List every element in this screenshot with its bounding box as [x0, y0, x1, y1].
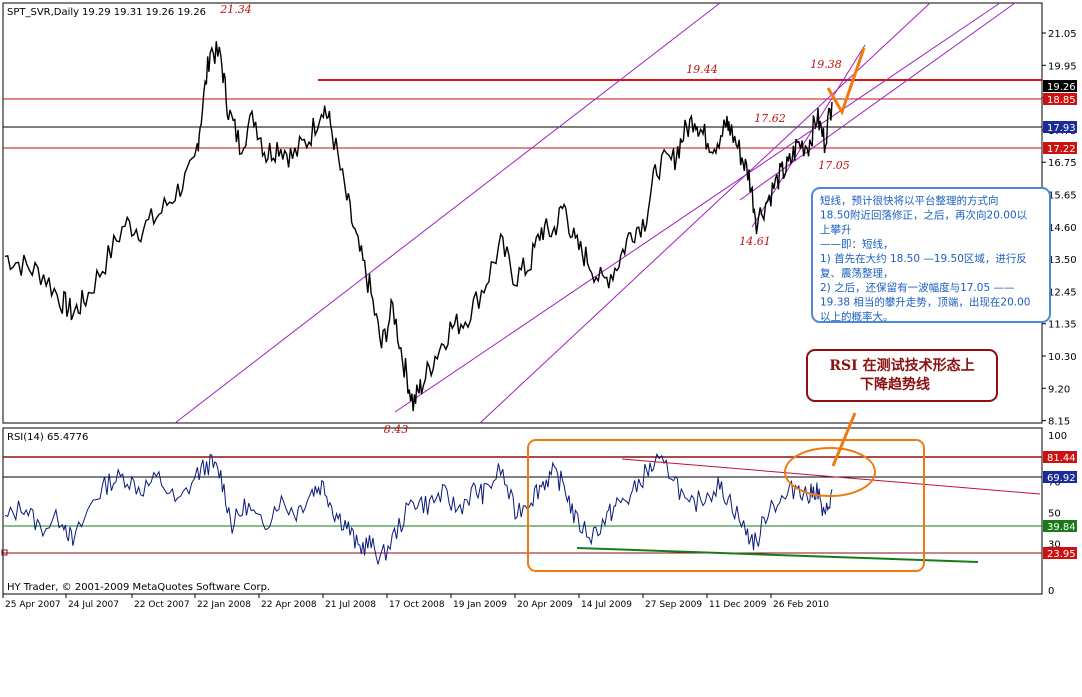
price-tick-label: 13.50 — [1048, 255, 1077, 266]
date-tick-label: 11 Dec 2009 — [709, 600, 767, 610]
badge-rsi-mid-bg — [1043, 520, 1077, 532]
badge-support: 17.22 — [1047, 144, 1076, 155]
date-tick-label: 24 Jul 2007 — [68, 600, 119, 610]
annotation-frame — [811, 187, 1051, 323]
badge-rsi-top-bg — [1043, 451, 1077, 463]
label-high-2008: 21.34 — [219, 3, 252, 16]
rsi-title: RSI(14) 65.4776 — [7, 432, 88, 443]
label-low-2010: 14.61 — [739, 235, 771, 248]
date-tick-label: 21 Jul 2008 — [325, 600, 376, 610]
rsi-tick-label: 0 — [1048, 586, 1054, 597]
price-tick-label: 12.45 — [1048, 287, 1077, 298]
badge-rsi-low-bg — [1043, 547, 1077, 559]
channel-line-outer — [174, 2, 721, 424]
date-tick-label: 22 Jan 2008 — [197, 600, 251, 610]
badge-support-bg — [1043, 142, 1077, 154]
price-tick-label: 21.05 — [1048, 29, 1077, 40]
rsi-tick-label: 100 — [1048, 431, 1067, 442]
badge-rsi-value: 69.92 — [1047, 473, 1076, 484]
rsi-tick-label: 50 — [1048, 509, 1061, 520]
price-tick-label: 14.60 — [1048, 223, 1077, 234]
rsi-badges: 81.44 69.92 39.84 23.95 — [1043, 451, 1077, 560]
rsi-support-trendline — [576, 547, 979, 563]
chart-ohlc: 19.29 19.31 19.26 19.26 — [82, 7, 206, 18]
badge-level-bg — [1043, 121, 1077, 133]
annotation-line: 上攀升 — [820, 223, 852, 236]
badge-rsi-top: 81.44 — [1047, 453, 1076, 464]
badge-level: 17.93 — [1047, 123, 1076, 134]
annotation-text: 短线，预计很快将以平台整理的方式向 18.50附近回落修正，之后，再次向20.00… — [820, 194, 1030, 323]
badge-rsi-low: 23.95 — [1047, 549, 1076, 560]
annotation-line: 复、震荡整理， — [820, 267, 894, 280]
rsi-callout-arrow — [831, 412, 857, 467]
date-tick-label: 19 Jan 2009 — [453, 600, 507, 610]
label-dip-2010: 17.05 — [818, 159, 850, 172]
annotation-line: 短线，预计很快将以平台整理的方式向 — [820, 194, 999, 207]
label-peak-2009: 19.44 — [686, 63, 718, 76]
annotation-line: 18.50附近回落修正，之后，再次向20.00以 — [820, 209, 1028, 222]
date-x-axis: 25 Apr 2007 24 Jul 2007 22 Oct 2007 22 Jan … — [2, 594, 829, 610]
price-tick-label: 10.30 — [1048, 352, 1077, 363]
label-low-2008: 8.43 — [384, 423, 409, 436]
badge-rsi-mid: 39.84 — [1047, 522, 1076, 533]
label-mid-2010: 17.62 — [754, 112, 786, 125]
badge-current: 19.26 — [1047, 82, 1076, 93]
date-tick-label: 22 Oct 2007 — [134, 600, 190, 610]
date-tick-label: 20 Apr 2009 — [517, 600, 573, 610]
badge-resistance-bg — [1043, 93, 1077, 105]
annotation-line: 19.38 相当的攀升走势，顶端，出现在20.00 — [820, 296, 1030, 309]
rsi-highlight-ellipse — [784, 447, 876, 497]
rsi-level-marker — [1, 549, 8, 556]
price-tick-label: 11.35 — [1048, 320, 1077, 331]
price-tick-label: 19.95 — [1048, 61, 1077, 72]
forecast-annotation-box: 短线，预计很快将以平台整理的方式向 18.50附近回落修正，之后，再次向20.00… — [811, 187, 1051, 323]
chart-symbol-title: SPT_SVR,Daily — [7, 7, 79, 18]
badge-current-bg — [1043, 80, 1077, 92]
rsi-callout-line1: RSI 在测试技术形态上 — [829, 357, 974, 374]
badge-resistance: 18.85 — [1047, 95, 1076, 106]
price-tick-label: 9.20 — [1048, 384, 1070, 395]
rsi-callout-frame — [806, 349, 998, 402]
price-tick-label: 16.75 — [1048, 158, 1077, 169]
rsi-highlight-box — [527, 439, 925, 572]
badge-rsi-value-bg — [1043, 471, 1077, 483]
annotation-line: 2) 之后，还保留有一波幅度与17.05 —— — [820, 281, 1015, 294]
channel-line-lower — [394, 2, 1001, 413]
rsi-tick-label: 30 — [1048, 540, 1061, 551]
annotation-line: 以上的概率大。 — [820, 310, 894, 323]
date-tick-label: 14 Jul 2009 — [581, 600, 632, 610]
rsi-down-trendline — [621, 458, 1041, 495]
rsi-callout-line2: 下降趋势线 — [860, 376, 930, 393]
forecast-check-mark — [826, 47, 866, 116]
price-series-line — [4, 41, 833, 412]
rsi-callout-box: RSI 在测试技术形态上 下降趋势线 — [806, 349, 998, 402]
copyright-text: HY Trader, © 2001-2009 MetaQuotes Softwa… — [7, 582, 270, 593]
price-badges: 19.26 18.85 17.93 17.22 — [1043, 80, 1077, 155]
price-tick-label: 15.65 — [1048, 191, 1077, 202]
date-tick-label: 27 Sep 2009 — [645, 600, 702, 610]
date-tick-label: 26 Feb 2010 — [773, 600, 829, 610]
price-tick-label: 8.15 — [1048, 417, 1070, 428]
rsi-series-line — [4, 452, 833, 565]
date-tick-label: 22 Apr 2008 — [261, 600, 317, 610]
annotation-line: 1) 首先在大约 18.50 —19.50区域，进行反 — [820, 252, 1027, 265]
label-peak-2010: 19.38 — [810, 58, 842, 71]
date-tick-label: 25 Apr 2007 — [5, 600, 61, 610]
annotation-line: ——即：短线， — [820, 238, 894, 251]
date-tick-label: 17 Oct 2008 — [389, 600, 445, 610]
